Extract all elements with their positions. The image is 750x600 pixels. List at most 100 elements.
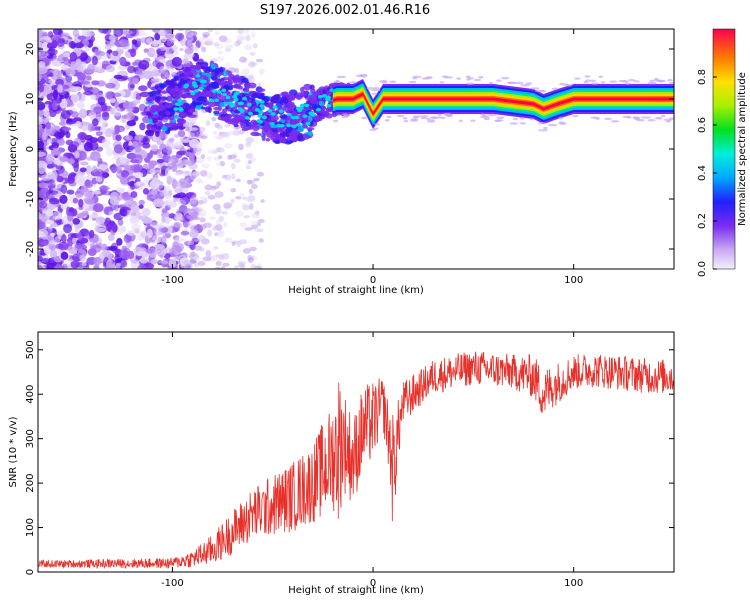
signal-blob — [219, 78, 225, 82]
ridge-fringe — [529, 118, 534, 121]
noise-blob — [236, 72, 243, 76]
noise-blob — [90, 94, 98, 100]
ridge-fringe — [538, 129, 548, 132]
noise-blob — [95, 131, 103, 137]
signal-peak — [183, 84, 189, 89]
snr-ytick-label: 300 — [25, 429, 36, 448]
noise-blob — [243, 215, 251, 219]
snr-xtick-label: 0 — [370, 578, 376, 589]
noise-blob — [142, 137, 149, 143]
noise-blob — [238, 143, 244, 151]
colorbar-tick-label: 0.4 — [697, 165, 708, 181]
noise-blob — [80, 80, 90, 85]
noise-blob — [39, 212, 47, 222]
noise-blob — [251, 183, 258, 190]
ridge-fringe — [373, 122, 381, 126]
ridge-fringe — [583, 81, 589, 84]
noise-blob — [126, 120, 137, 127]
noise-blob — [75, 58, 82, 69]
noise-blob — [242, 204, 251, 211]
noise-blob — [130, 48, 137, 58]
noise-blob — [69, 141, 80, 149]
signal-blob — [314, 90, 321, 97]
signal-blob — [284, 130, 291, 138]
noise-blob — [158, 58, 167, 63]
signal-peak — [178, 108, 184, 112]
noise-blob — [152, 40, 161, 45]
noise-blob — [197, 141, 203, 148]
noise-blob — [38, 160, 45, 166]
ridge-fringe — [473, 78, 482, 82]
ridge-fringe — [618, 79, 627, 83]
signal-blob — [164, 102, 173, 107]
signal-blob — [312, 115, 319, 120]
noise-blob — [204, 191, 211, 196]
ridge-fringe — [514, 81, 524, 85]
noise-blob — [138, 247, 147, 253]
noise-blob — [187, 39, 193, 47]
noise-blob — [187, 240, 195, 246]
noise-blob — [61, 184, 68, 194]
noise-blob — [110, 163, 118, 174]
noise-blob — [175, 185, 182, 190]
noise-blob — [182, 60, 189, 65]
spectrogram-xtick-label: -100 — [161, 275, 184, 286]
signal-blob — [233, 79, 242, 83]
noise-blob — [207, 29, 214, 33]
noise-blob — [156, 48, 162, 56]
noise-blob — [251, 212, 260, 219]
noise-blob — [162, 145, 171, 153]
signal-blob — [261, 128, 269, 136]
ridge-fringe — [496, 79, 502, 82]
signal-blob — [182, 92, 188, 99]
noise-blob — [240, 265, 246, 269]
noise-blob — [104, 43, 112, 51]
snr-panel: -100 0 100 0 100 200 300 400 500 Height of strai… — [8, 331, 675, 596]
ridge-fringe — [571, 114, 579, 118]
noise-blob — [52, 70, 59, 77]
signal-blob — [154, 85, 159, 89]
noise-blob — [74, 173, 84, 184]
signal-blob — [168, 122, 178, 127]
noise-blob — [177, 130, 186, 138]
noise-blob — [60, 109, 71, 120]
colorbar-label: Normalized spectral amplitude — [737, 72, 748, 226]
noise-blob — [137, 264, 147, 269]
noise-blob — [245, 34, 251, 42]
noise-blob — [239, 192, 245, 197]
noise-blob — [155, 260, 164, 264]
noise-blob — [161, 216, 166, 224]
noise-blob — [189, 224, 198, 231]
noise-blob — [142, 70, 154, 80]
signal-blob — [279, 127, 284, 132]
noise-blob — [119, 177, 130, 185]
noise-blob — [108, 210, 114, 216]
ridge-fringe — [373, 127, 379, 130]
noise-blob — [171, 44, 179, 52]
noise-blob — [197, 260, 206, 266]
noise-blob — [251, 220, 257, 226]
noise-blob — [188, 155, 195, 161]
noise-blob — [38, 228, 49, 238]
noise-blob — [55, 243, 65, 250]
noise-blob — [65, 67, 76, 77]
signal-blob — [160, 97, 166, 102]
ridge-fringe — [374, 86, 380, 90]
noise-blob — [81, 210, 89, 217]
ridge-band — [332, 92, 674, 116]
signal-blob — [205, 85, 211, 91]
ridge-fringe — [371, 92, 378, 96]
noise-blob — [66, 189, 75, 195]
noise-blob — [192, 212, 200, 217]
ridge-fringe — [624, 82, 631, 85]
noise-blob — [72, 197, 79, 204]
signal-blob — [280, 91, 289, 97]
noise-blob — [260, 199, 265, 203]
noise-blob — [83, 191, 95, 199]
noise-blob — [95, 176, 103, 183]
noise-blob — [199, 224, 207, 231]
signal-blob — [247, 97, 255, 103]
noise-blob — [41, 209, 51, 214]
noise-blob — [205, 250, 212, 257]
noise-blob — [224, 143, 233, 149]
